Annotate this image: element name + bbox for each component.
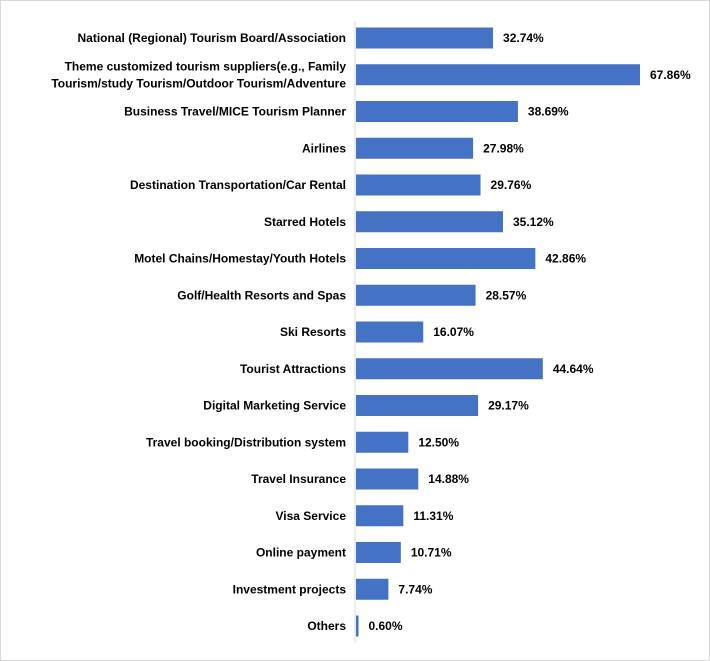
- bar: [356, 505, 404, 527]
- bar: [356, 395, 479, 416]
- bar: [356, 321, 424, 343]
- category-label: Online payment: [256, 546, 346, 560]
- data-label: 42.86%: [545, 252, 586, 266]
- category-label: Ski Resorts: [280, 325, 346, 339]
- data-label: 10.71%: [411, 546, 452, 560]
- bar: [356, 431, 409, 453]
- category-label: Tourism/study Tourism/Outdoor Tourism/Ad…: [51, 76, 346, 90]
- category-label: Airlines: [302, 141, 346, 155]
- bar: [356, 248, 536, 269]
- bar: [356, 578, 389, 600]
- category-label: Investment projects: [233, 582, 347, 596]
- category-label: Tourist Attractions: [240, 362, 346, 376]
- data-label: 29.17%: [488, 399, 529, 413]
- category-label: Visa Service: [275, 509, 346, 523]
- category-label: Motel Chains/Homestay/Youth Hotels: [134, 252, 346, 266]
- bar: [356, 211, 503, 233]
- data-label: 27.98%: [483, 141, 524, 155]
- category-label: Golf/Health Resorts and Spas: [177, 288, 346, 302]
- category-labels: National (Regional) Tourism Board/Associ…: [51, 31, 346, 633]
- data-label: 67.86%: [650, 68, 691, 82]
- category-label: Travel booking/Distribution system: [146, 435, 346, 449]
- category-label: Destination Transportation/Car Rental: [130, 178, 346, 192]
- category-label: Travel Insurance: [251, 472, 346, 486]
- data-label: 32.74%: [503, 31, 544, 45]
- bars-layer: [356, 27, 640, 637]
- data-label: 0.60%: [369, 619, 403, 633]
- category-label: Others: [307, 619, 346, 633]
- bar: [356, 284, 476, 306]
- data-label: 16.07%: [433, 325, 474, 339]
- bar: [356, 101, 518, 122]
- data-label: 14.88%: [428, 472, 469, 486]
- bar: [356, 174, 481, 196]
- value-labels: 32.74% 67.86% 38.69% 27.98% 29.76% 35.12% 42.8…: [369, 31, 692, 633]
- bar: [356, 64, 640, 86]
- bar: [356, 542, 401, 563]
- bar: [356, 137, 474, 159]
- data-label: 7.74%: [398, 582, 432, 596]
- bar: [356, 27, 494, 49]
- data-label: 11.31%: [413, 509, 453, 523]
- bar: [356, 615, 359, 637]
- category-label: Digital Marketing Service: [203, 399, 346, 413]
- data-label: 12.50%: [418, 435, 459, 449]
- data-label: 44.64%: [553, 362, 594, 376]
- category-label: Business Travel/MICE Tourism Planner: [124, 105, 346, 119]
- data-label: 38.69%: [528, 105, 569, 119]
- bar: [356, 468, 419, 490]
- category-label: National (Regional) Tourism Board/Associ…: [78, 31, 346, 45]
- category-label: Starred Hotels: [264, 215, 346, 229]
- data-label: 29.76%: [491, 178, 532, 192]
- category-label: Theme customized tourism suppliers(e.g.,…: [65, 59, 347, 73]
- data-label: 35.12%: [513, 215, 554, 229]
- bar: [356, 358, 543, 380]
- data-label: 28.57%: [486, 288, 527, 302]
